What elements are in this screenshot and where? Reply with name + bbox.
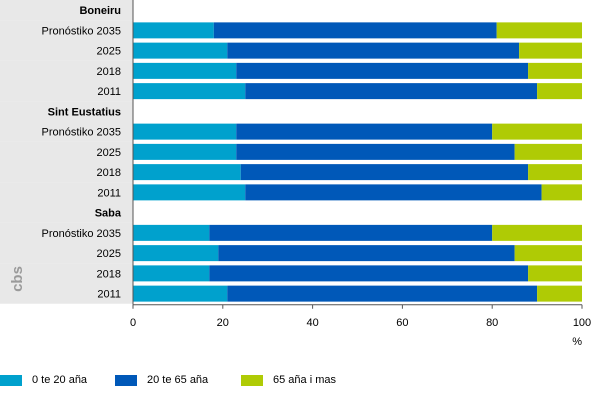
- bar-segment-1-3-1: [245, 184, 542, 201]
- bar-segment-2-3-1: [227, 285, 538, 302]
- bar-segment-0-2-2: [528, 62, 582, 79]
- bar-segment-1-1-0: [133, 143, 237, 160]
- group-header-bg-1: [0, 101, 133, 122]
- row-label-bg: [0, 162, 133, 183]
- bar-segment-0-3-0: [133, 83, 246, 100]
- row-label-bg: [0, 141, 133, 162]
- row-label: 2011: [97, 187, 121, 199]
- row-label: 2011: [97, 86, 121, 98]
- x-tick-label: 100: [573, 317, 591, 329]
- bar-segment-0-0-1: [213, 22, 497, 39]
- group-header-bg-0: [0, 0, 133, 21]
- bar-segment-0-0-2: [496, 22, 582, 39]
- bar-segment-2-3-2: [537, 285, 582, 302]
- bar-segment-0-1-1: [227, 42, 520, 59]
- legend-label-1: 20 te 65 aña: [147, 374, 209, 386]
- cbs-logo: cbs: [9, 266, 26, 292]
- bar-segment-2-2-0: [133, 265, 210, 282]
- bar-segment-0-1-0: [133, 42, 228, 59]
- bar-segment-2-2-1: [209, 265, 529, 282]
- row-label: 2018: [97, 268, 121, 280]
- legend-swatch-2: [241, 374, 263, 386]
- group-label-2: Saba: [95, 208, 122, 220]
- bar-segment-0-1-2: [519, 42, 582, 59]
- bar-segment-2-0-1: [209, 224, 493, 241]
- bar-segment-0-2-1: [236, 62, 529, 79]
- bar-segment-0-3-1: [245, 83, 538, 100]
- row-label: 2018: [97, 66, 121, 78]
- legend-swatch-0: [0, 374, 22, 386]
- bar-segment-1-3-2: [541, 184, 582, 201]
- row-label-bg: [0, 182, 133, 203]
- row-label: Pronóstiko 2035: [42, 127, 122, 139]
- row-label-bg: [0, 60, 133, 81]
- group-label-1: Sint Eustatius: [48, 106, 121, 118]
- bar-segment-1-2-0: [133, 164, 241, 181]
- row-label: 2025: [97, 248, 121, 260]
- bar-segment-1-0-0: [133, 123, 237, 140]
- legend-label-2: 65 aña i mas: [273, 374, 336, 386]
- bar-segment-2-1-1: [218, 245, 515, 262]
- legend-item-2: 65 aña i mas: [241, 374, 336, 386]
- x-tick-label: 0: [130, 317, 136, 329]
- row-label: Pronóstiko 2035: [42, 228, 122, 240]
- row-label-bg: [0, 40, 133, 61]
- x-tick-label: 60: [396, 317, 408, 329]
- bar-segment-2-3-0: [133, 285, 228, 302]
- x-tick-label: 20: [217, 317, 229, 329]
- x-tick-label: 80: [486, 317, 498, 329]
- row-label: 2018: [97, 167, 121, 179]
- bar-segment-1-2-1: [240, 164, 529, 181]
- group-label-0: Boneiru: [79, 5, 121, 17]
- row-label-bg: [0, 222, 133, 243]
- bar-segment-1-1-1: [236, 143, 515, 160]
- row-label: 2025: [97, 147, 121, 159]
- bar-segment-0-0-0: [133, 22, 214, 39]
- bar-segment-1-2-2: [528, 164, 582, 181]
- cbs-logo-text: cbs: [9, 266, 26, 292]
- bar-segment-2-1-2: [514, 245, 582, 262]
- row-label: Pronóstiko 2035: [42, 25, 122, 37]
- bar-segment-0-3-2: [537, 83, 582, 100]
- bar-segment-0-2-0: [133, 62, 237, 79]
- row-label: 2025: [97, 46, 121, 58]
- bar-segment-1-1-2: [514, 143, 582, 160]
- bar-segment-2-0-2: [492, 224, 582, 241]
- x-tick-label: 40: [306, 317, 318, 329]
- bar-segment-2-2-2: [528, 265, 582, 282]
- legend-item-1: 20 te 65 aña: [115, 374, 208, 386]
- row-label: 2011: [97, 289, 121, 301]
- bar-segment-2-1-0: [133, 245, 219, 262]
- row-label-bg: [0, 243, 133, 264]
- group-header-bg-2: [0, 202, 133, 223]
- bar-segment-1-0-2: [492, 123, 582, 140]
- row-label-bg: [0, 263, 133, 284]
- row-label-bg: [0, 20, 133, 41]
- bar-segment-1-3-0: [133, 184, 246, 201]
- legend-label-0: 0 te 20 aña: [32, 374, 88, 386]
- x-axis-unit: %: [572, 336, 582, 348]
- bar-segment-1-0-1: [236, 123, 493, 140]
- legend-swatch-1: [115, 374, 137, 386]
- bar-segment-2-0-0: [133, 224, 210, 241]
- legend-item-0: 0 te 20 aña: [0, 374, 87, 386]
- row-label-bg: [0, 81, 133, 102]
- row-label-bg: [0, 121, 133, 142]
- row-label-bg: [0, 283, 133, 304]
